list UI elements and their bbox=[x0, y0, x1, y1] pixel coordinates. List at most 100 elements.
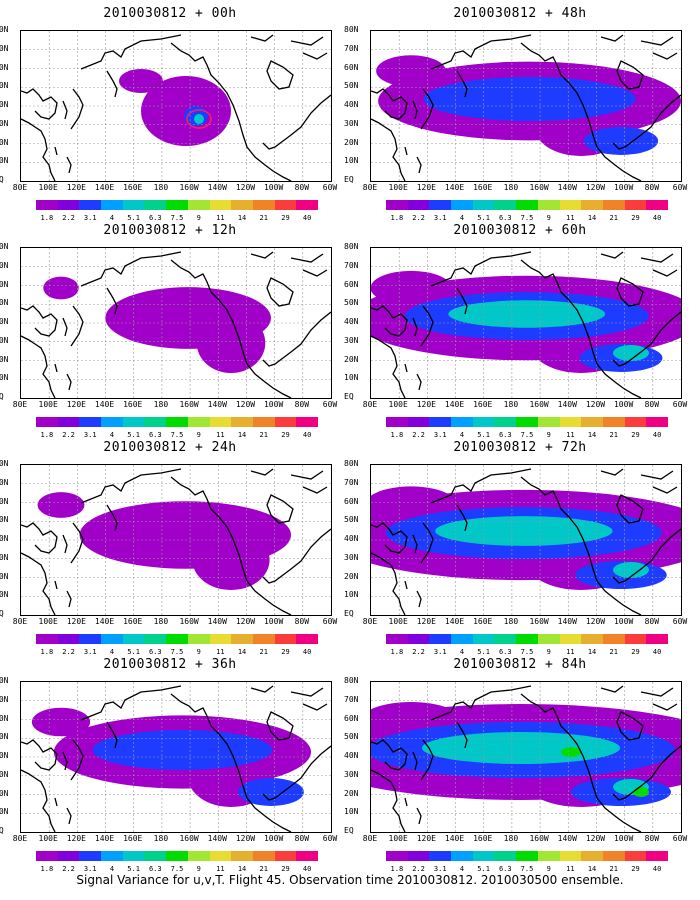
colorbar-label: 40 bbox=[652, 865, 662, 873]
colorbar-swatch bbox=[79, 417, 102, 427]
map-svg bbox=[371, 31, 681, 181]
longitude-label: 140W bbox=[207, 400, 227, 409]
latitude-label: EQ bbox=[344, 175, 354, 184]
colorbar-label: 9 bbox=[546, 431, 551, 439]
colorbar-swatch bbox=[122, 851, 145, 861]
map-panel: 2010030812 + 72h 80N 70N 60N 50N 40N 30N 20N 10N… bbox=[344, 440, 690, 662]
latitude-label: 10N bbox=[0, 590, 9, 600]
map-svg bbox=[371, 682, 681, 832]
latitude-label: 40N bbox=[0, 751, 9, 760]
longitude-label: 120W bbox=[235, 400, 256, 409]
colorbar-swatch bbox=[252, 200, 275, 210]
colorbar-swatch bbox=[602, 200, 625, 210]
colorbar-label: 7.5 bbox=[170, 865, 184, 873]
latitude-label: 20N bbox=[0, 571, 9, 581]
colorbar-swatch bbox=[472, 200, 495, 210]
colorbar-swatch bbox=[101, 417, 123, 427]
variance-region bbox=[92, 730, 273, 770]
colorbar-label: 11 bbox=[566, 648, 575, 656]
longitude-label: 60W bbox=[322, 183, 338, 192]
longitude-label: 120W bbox=[235, 834, 256, 843]
observation-contour bbox=[186, 109, 212, 129]
colorbar-labels: 1.8 2.2 3.1 4 5.1 6.3 7.5 9 11 14 21 29 40 bbox=[386, 214, 668, 224]
latitude-label: 10N bbox=[344, 590, 359, 600]
latitude-label: EQ bbox=[344, 609, 354, 618]
map-svg bbox=[21, 682, 331, 832]
colorbar-labels: 1.8 2.2 3.1 4 5.1 6.3 7.5 9 11 14 21 29 40 bbox=[36, 648, 318, 658]
latitude-label: 80N bbox=[0, 459, 9, 468]
variance-region bbox=[194, 114, 204, 124]
map-panel: 2010030812 + 36h 80N 70N 60N 50N 40N 30N 20N 10N… bbox=[0, 657, 340, 879]
map-panel: 2010030812 + 24h 80N 70N 60N 50N 40N 30N 20N 10N… bbox=[0, 440, 340, 662]
longitude-labels: 80E 100E 120E 140E 160E 180 160W 140W 120W 100W 80… bbox=[13, 617, 337, 627]
map-panel: 2010030812 + 00h 80N 70N 60N 50N 40N 30N 20N 10N… bbox=[0, 6, 340, 228]
longitude-label: 160E bbox=[123, 400, 143, 409]
longitude-label: 180 bbox=[503, 400, 519, 409]
colorbar-swatch bbox=[602, 417, 625, 427]
latitude-label: 60N bbox=[344, 62, 359, 72]
latitude-label: EQ bbox=[0, 392, 4, 401]
colorbar-swatch bbox=[646, 417, 668, 427]
latitude-label: 40N bbox=[344, 317, 359, 326]
panel-title: 2010030812 + 12h bbox=[103, 223, 237, 238]
colorbar-label: 5.1 bbox=[477, 648, 490, 656]
latitude-label: 50N bbox=[344, 732, 359, 742]
longitude-label: 140E bbox=[94, 183, 115, 192]
longitude-label: 80E bbox=[362, 834, 378, 843]
colorbar-swatch bbox=[166, 851, 188, 861]
colorbar-swatch bbox=[451, 417, 473, 427]
colorbar-label: 2.2 bbox=[412, 431, 425, 439]
panel-title: 2010030812 + 36h bbox=[103, 657, 237, 672]
longitude-label: 120W bbox=[235, 617, 256, 626]
colorbar-label: 7.5 bbox=[170, 648, 184, 656]
colorbar-label: 21 bbox=[609, 431, 618, 439]
colorbar-label: 9 bbox=[196, 865, 201, 873]
longitude-label: 120E bbox=[416, 183, 436, 192]
colorbar-swatch bbox=[36, 200, 58, 210]
longitude-label: 60W bbox=[672, 183, 688, 192]
longitude-label: 100E bbox=[38, 183, 58, 192]
colorbar-label: 40 bbox=[652, 648, 662, 656]
latitude-labels: 80N 70N 60N 50N 40N 30N 20N 10N EQ bbox=[344, 243, 370, 401]
colorbar-swatch bbox=[231, 634, 253, 644]
latitude-label: 60N bbox=[0, 713, 9, 723]
longitude-label: 180 bbox=[503, 183, 519, 192]
colorbar-label: 29 bbox=[281, 648, 290, 656]
latitude-labels: 80N 70N 60N 50N 40N 30N 20N 10N EQ bbox=[0, 26, 20, 184]
colorbar-swatch bbox=[602, 634, 625, 644]
colorbar-swatch bbox=[231, 851, 253, 861]
colorbar-swatch bbox=[407, 417, 430, 427]
latitude-label: 30N bbox=[0, 118, 9, 128]
map-area bbox=[370, 464, 682, 616]
figure-caption: Signal Variance for u,v,T. Flight 45. Ob… bbox=[76, 873, 624, 887]
colorbar-label: 11 bbox=[216, 648, 225, 656]
longitude-label: 120W bbox=[235, 183, 256, 192]
longitude-label: 140W bbox=[557, 183, 577, 192]
longitude-label: 160E bbox=[473, 400, 493, 409]
colorbar-label: 7.5 bbox=[170, 431, 184, 439]
latitude-label: 30N bbox=[344, 552, 359, 562]
colorbar-swatch bbox=[252, 634, 275, 644]
longitude-label: 140E bbox=[444, 183, 465, 192]
colorbar-swatch bbox=[296, 200, 318, 210]
latitude-label: 80N bbox=[344, 459, 359, 468]
longitude-label: 60W bbox=[672, 834, 688, 843]
latitude-label: 40N bbox=[0, 100, 9, 109]
colorbar-swatch bbox=[624, 634, 647, 644]
longitude-label: 100E bbox=[38, 834, 58, 843]
colorbar-label: 4 bbox=[109, 865, 115, 873]
colorbar-label: 4 bbox=[459, 214, 465, 222]
map-svg bbox=[21, 248, 331, 398]
colorbar-swatch bbox=[516, 851, 538, 861]
map-panel: 2010030812 + 48h 80N 70N 60N 50N 40N 30N 20N 10N… bbox=[344, 6, 690, 228]
colorbar-swatch bbox=[624, 200, 647, 210]
variance-region bbox=[448, 300, 606, 328]
colorbar-swatch bbox=[252, 417, 275, 427]
colorbar-label: 6.3 bbox=[148, 865, 162, 873]
colorbar-label: 11 bbox=[216, 214, 225, 222]
colorbar-label: 29 bbox=[281, 865, 290, 873]
colorbar-swatch bbox=[494, 851, 517, 861]
colorbar-swatch bbox=[386, 200, 408, 210]
longitude-label: 180 bbox=[153, 183, 169, 192]
colorbar-label: 1.8 bbox=[390, 865, 404, 873]
